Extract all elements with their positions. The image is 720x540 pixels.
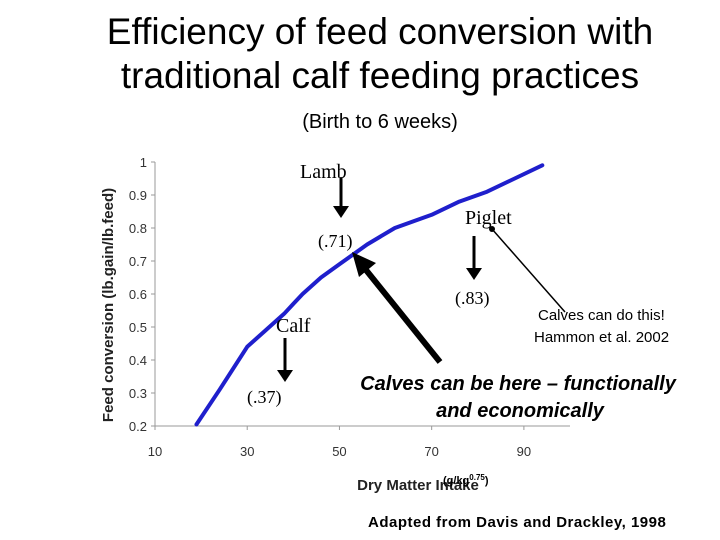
chart-ticks: 0.2 0.3 0.4 0.5 0.6 0.7 0.8 0.9 1 10 30 50 70 90 (129, 155, 531, 459)
y-axis-label: Feed conversion (lb.gain/lb.feed) (100, 188, 117, 422)
piglet-arrowhead (466, 268, 482, 280)
x-tick-label: 30 (240, 444, 254, 459)
y-tick-label: 0.9 (129, 188, 147, 203)
calf-arrowhead (277, 370, 293, 382)
y-tick-label: 0.4 (129, 353, 147, 368)
y-tick-label: 0.6 (129, 287, 147, 302)
calf-value: (.37) (247, 387, 282, 408)
lamb-value: (.71) (318, 231, 353, 252)
y-tick-label: 0.8 (129, 221, 147, 236)
y-tick-label: 0.7 (129, 254, 147, 269)
x-tick-label: 90 (517, 444, 531, 459)
citation-note: Hammon et al. 2002 (534, 329, 669, 346)
title-line-1: Efficiency of feed conversion with (106, 11, 654, 52)
calves-here-line-1: Calves can be here – functionally (360, 373, 677, 395)
piglet-value: (.83) (455, 288, 490, 309)
calf-label: Calf (276, 315, 311, 337)
chart-title: Efficiency of feed conversion with tradi… (0, 10, 720, 98)
lamb-label: Lamb (300, 161, 347, 183)
calves-here-arrow (363, 268, 443, 364)
x-tick-label: 70 (424, 444, 438, 459)
y-tick-label: 0.2 (129, 419, 147, 434)
x-tick-label: 50 (332, 444, 346, 459)
calves-here-line-2: and economically (436, 400, 605, 422)
y-tick-label: 0.3 (129, 386, 147, 401)
source-credit: Adapted from Davis and Drackley, 1998 (368, 514, 667, 531)
lamb-arrowhead (333, 206, 349, 218)
title-line-2: traditional calf feeding practices (120, 55, 640, 96)
calves-can-do-note: Calves can do this! (538, 307, 665, 324)
x-axis-units: (g/kg0.75) (443, 473, 489, 488)
piglet-label: Piglet (465, 207, 512, 229)
chart-series (194, 163, 545, 427)
y-tick-label: 0.5 (129, 320, 147, 335)
x-tick-label: 10 (148, 444, 162, 459)
feed-conversion-line (194, 163, 545, 427)
calves-here-arrowhead (352, 252, 376, 277)
chart-subtitle: (Birth to 6 weeks) (302, 111, 458, 133)
y-tick-label: 1 (140, 155, 147, 170)
x-axis-label: Dry Matter Intake (357, 477, 479, 494)
calves-can-do-pointer (491, 228, 566, 313)
